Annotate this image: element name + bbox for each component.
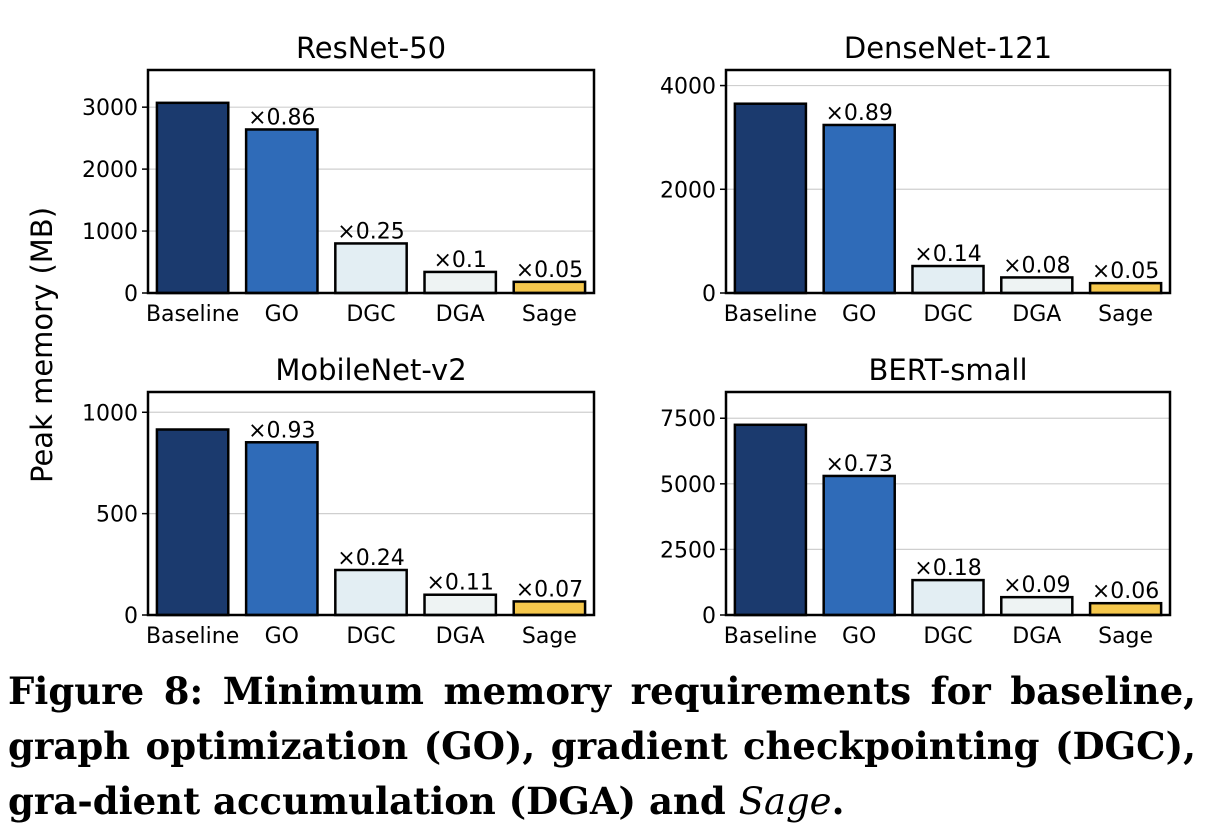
chart-title: DenseNet-121 — [844, 31, 1052, 65]
bar-annotation: ×0.11 — [426, 571, 493, 596]
y-tick-label: 0 — [124, 282, 138, 307]
y-tick-label: 3000 — [82, 96, 138, 121]
bar-baseline — [733, 102, 808, 295]
bar-sage — [512, 600, 587, 617]
bar-annotation: ×0.25 — [337, 219, 404, 244]
caption-italic: Sage — [738, 780, 832, 823]
chart-panel-2: DenseNet-121 Baseline GO ×0.89 DGC ×0.14 DGA ×0… — [660, 31, 1172, 327]
bar-go — [822, 123, 896, 295]
bar-annotation: ×0.08 — [1003, 253, 1070, 278]
chart-title: ResNet-50 — [296, 31, 446, 65]
x-tick-label: GO — [265, 302, 299, 327]
bar-annotation: ×0.05 — [1092, 259, 1159, 284]
bar-dga — [423, 593, 498, 617]
bar-annotation: ×0.86 — [248, 105, 315, 130]
bar-dgc — [911, 264, 985, 295]
axes-frame — [724, 390, 1172, 617]
bar-dga — [1000, 595, 1074, 617]
bar-sage — [1088, 601, 1163, 617]
figure-panels: Peak memory (MB) ResNet-50 Baseline GO ×0.8… — [25, 31, 1172, 649]
x-tick-label: DGC — [346, 624, 395, 649]
x-tick-label: GO — [842, 302, 876, 327]
x-tick-label: DGA — [436, 302, 485, 327]
bar-baseline — [155, 101, 230, 295]
y-tick-label: 1000 — [82, 220, 138, 245]
x-tick-label: DGC — [923, 302, 972, 327]
bar-baseline — [733, 423, 808, 617]
bar-annotation: ×0.05 — [516, 258, 583, 283]
bar-dga — [1000, 276, 1074, 295]
x-tick-label: DGC — [346, 302, 395, 327]
chart-title: BERT-small — [868, 353, 1027, 387]
x-tick-label: DGA — [436, 624, 485, 649]
chart-panel-3: MobileNet-v2 Baseline GO ×0.93 DGC ×0.24 DGA ×0… — [82, 353, 596, 649]
bar-go — [244, 441, 319, 617]
y-tick-label: 1000 — [82, 401, 138, 426]
bar-go — [244, 128, 319, 295]
bar-baseline — [155, 428, 230, 617]
axes-frame — [146, 390, 596, 617]
y-tick-label: 0 — [702, 604, 716, 629]
y-tick-label: 4000 — [660, 75, 716, 100]
bar-annotation: ×0.07 — [516, 577, 583, 602]
chart-panel-1: ResNet-50 Baseline GO ×0.86 DGC ×0.25 DGA ×0.1 S… — [82, 31, 596, 327]
y-axis-label: Peak memory (MB) — [25, 207, 59, 483]
axes-frame — [146, 68, 596, 295]
bar-annotation: ×0.09 — [1003, 573, 1070, 598]
axes-frame — [724, 68, 1172, 295]
x-tick-label: Sage — [1098, 302, 1153, 327]
figure-caption: Figure 8: Minimum memory requirements fo… — [8, 664, 1196, 829]
bar-go — [822, 474, 896, 617]
caption-text: Figure 8: Minimum memory requirements fo… — [8, 669, 1196, 823]
y-tick-label: 2000 — [660, 178, 716, 203]
y-tick-label: 5000 — [660, 473, 716, 498]
bar-dgc — [334, 568, 408, 617]
y-tick-label: 2000 — [82, 158, 138, 183]
x-tick-label: Baseline — [724, 624, 817, 649]
y-tick-label: 0 — [124, 604, 138, 629]
bar-annotation: ×0.89 — [825, 101, 892, 126]
bar-annotation: ×0.93 — [248, 418, 315, 443]
bar-annotation: ×0.06 — [1092, 579, 1159, 604]
x-tick-label: GO — [842, 624, 876, 649]
bar-dgc — [911, 578, 985, 617]
bar-annotation: ×0.18 — [914, 556, 981, 581]
caption-end: . — [831, 779, 845, 823]
chart-title: MobileNet-v2 — [275, 353, 466, 387]
bar-annotation: ×0.24 — [337, 546, 404, 571]
x-tick-label: GO — [265, 624, 299, 649]
x-tick-label: Sage — [522, 302, 577, 327]
y-tick-label: 500 — [96, 503, 138, 528]
bar-annotation: ×0.14 — [914, 242, 981, 267]
bar-dgc — [334, 242, 408, 295]
x-tick-label: Baseline — [146, 302, 239, 327]
bar-dga — [423, 270, 498, 295]
bar-annotation: ×0.73 — [825, 452, 892, 477]
x-tick-label: DGA — [1012, 624, 1061, 649]
y-tick-label: 0 — [702, 282, 716, 307]
x-tick-label: Baseline — [724, 302, 817, 327]
x-tick-label: DGC — [923, 624, 972, 649]
chart-panel-4: BERT-small Baseline GO ×0.73 DGC ×0.18 DGA ×0.0… — [660, 353, 1172, 649]
x-tick-label: Sage — [1098, 624, 1153, 649]
y-tick-label: 7500 — [660, 407, 716, 432]
x-tick-label: Sage — [522, 624, 577, 649]
y-tick-label: 2500 — [660, 538, 716, 563]
bar-sage — [512, 280, 587, 295]
x-tick-label: DGA — [1012, 302, 1061, 327]
bar-sage — [1088, 281, 1163, 295]
bar-annotation: ×0.1 — [433, 248, 486, 273]
x-tick-label: Baseline — [146, 624, 239, 649]
